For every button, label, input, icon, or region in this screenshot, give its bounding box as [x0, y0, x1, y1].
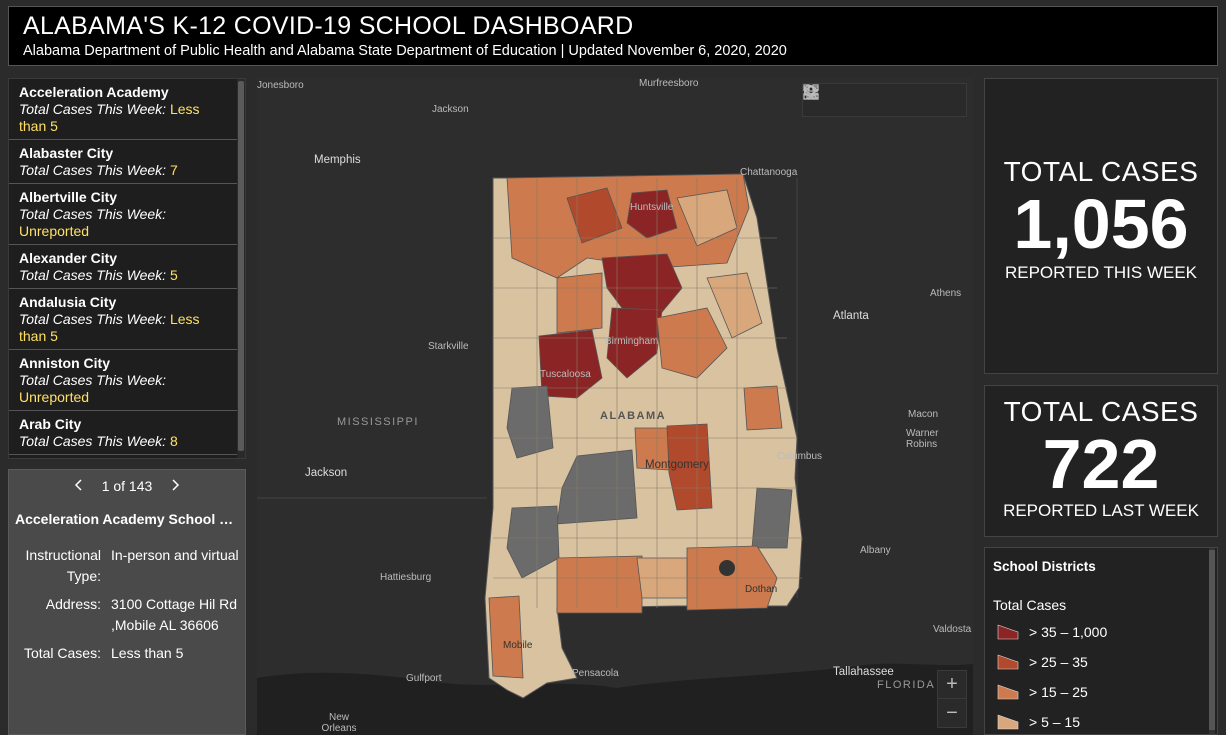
legend-item: > 25 – 35	[997, 654, 1088, 670]
map-toolbar	[802, 83, 967, 117]
legend-swatch	[997, 654, 1019, 670]
detail-panel: 1 of 143 Acceleration Academy School Di.…	[8, 469, 246, 735]
district-name: Andalusia City	[19, 294, 117, 310]
map-label-macon: Macon	[908, 409, 939, 420]
district-cases: Total Cases This Week: 8	[19, 433, 178, 449]
map-label-mississippi: MISSISSIPPI	[337, 416, 419, 428]
legend-swatch	[997, 714, 1019, 730]
legend-item: > 5 – 15	[997, 714, 1080, 730]
map-label-huntsville: Huntsville	[630, 202, 674, 213]
stat-label: TOTAL CASES	[1003, 156, 1199, 187]
legend-subtitle: Total Cases	[993, 597, 1067, 613]
district-cases: Total Cases This Week: 7	[19, 162, 178, 178]
legend-item: > 35 – 1,000	[997, 624, 1107, 640]
map-label-birmingham: Birmingham	[605, 336, 659, 347]
page-subtitle: Alabama Department of Public Health and …	[23, 43, 787, 59]
map-label-dothan: Dothan	[745, 584, 778, 595]
map-label-montgomery: Montgomery	[645, 459, 709, 471]
district-cases: Total Cases This Week: Less than 5	[19, 101, 200, 134]
map-legend: School Districts Total Cases > 35 – 1,00…	[984, 547, 1218, 735]
list-item[interactable]: Acceleration Academy Total Cases This We…	[9, 79, 239, 140]
instructional-type-field: Instructional Type: In-person and virtua…	[25, 547, 239, 584]
stat-this-week: TOTAL CASES 1,056 REPORTED THIS WEEK	[984, 78, 1218, 374]
stat-label: TOTAL CASES	[1003, 396, 1199, 427]
list-item[interactable]: Alabaster City Total Cases This Week: 7	[9, 140, 239, 184]
address-field: Address: 3100 Cottage Hil Rd ,Mobile AL …	[45, 596, 238, 633]
list-item[interactable]: Alexander City Total Cases This Week: 5	[9, 245, 239, 289]
stat-value: 1,056	[1013, 185, 1189, 263]
legend-item: > 15 – 25	[997, 684, 1088, 700]
zoom-out-button[interactable]: −	[946, 701, 958, 724]
map-label-starkville: Starkville	[428, 341, 469, 352]
list-icon[interactable]	[804, 86, 895, 111]
map-label-columbus: Columbus	[777, 451, 823, 462]
map-label-jonesboro: Jonesboro	[257, 80, 304, 91]
map-label-chattanooga: Chattanooga	[740, 167, 798, 178]
legend-swatch	[997, 624, 1019, 640]
list-item[interactable]: Arab City Total Cases This Week: 8	[9, 411, 239, 455]
district-cases: Total Cases This Week: Less than 5	[19, 311, 200, 344]
map-label-jackson-tn: Jackson	[432, 104, 469, 115]
stat-last-week: TOTAL CASES 722 REPORTED LAST WEEK	[984, 385, 1218, 537]
district-cases: Total Cases This Week: Unreported	[19, 206, 167, 239]
stat-sub: REPORTED LAST WEEK	[1003, 501, 1199, 520]
district-cases: Total Cases This Week: 5	[19, 267, 178, 283]
map-label-tallahassee: Tallahassee	[833, 666, 894, 678]
map-canvas	[257, 173, 973, 735]
pager-text: 1 of 143	[101, 478, 153, 494]
list-scrollbar[interactable]	[237, 79, 245, 458]
legend-scrollbar[interactable]	[1209, 548, 1215, 734]
map-label-new-orleans: New Orleans	[321, 712, 357, 734]
total-cases-field: Total Cases: Less than 5	[23, 645, 184, 661]
district-list: Acceleration Academy Total Cases This We…	[8, 78, 246, 459]
map-label-hattiesburg: Hattiesburg	[380, 572, 432, 583]
next-arrow-icon[interactable]	[172, 478, 180, 494]
district-cases: Total Cases This Week: Unreported	[19, 372, 167, 405]
map-label-warner-robins: Warner Robins	[906, 428, 939, 450]
basemap-gallery-icon[interactable]	[803, 84, 961, 111]
map-label-florida: FLORIDA	[877, 679, 936, 691]
map-label-albany: Albany	[860, 545, 891, 556]
map-label-gulfport: Gulfport	[406, 673, 442, 684]
district-name: Albertville City	[19, 189, 118, 205]
map-label-valdosta: Valdosta	[933, 624, 972, 635]
map-view[interactable]: Jonesboro Murfreesboro Jackson Memphis C…	[257, 78, 973, 735]
detail-title: Acceleration Academy School Di...	[15, 511, 243, 527]
district-name: Arab City	[19, 416, 82, 432]
legend-swatch	[997, 684, 1019, 700]
legend-title: School Districts	[993, 559, 1096, 574]
zoom-in-button[interactable]: +	[938, 671, 966, 699]
map-label-tuscaloosa: Tuscaloosa	[540, 369, 591, 380]
map-label-memphis: Memphis	[314, 154, 361, 166]
zoom-control: + −	[937, 670, 967, 728]
layers-icon[interactable]	[803, 85, 928, 111]
map-label-atlanta: Atlanta	[833, 310, 869, 322]
district-name: Alabaster City	[19, 145, 114, 161]
map-label-murfreesboro: Murfreesboro	[639, 78, 699, 89]
stat-sub: REPORTED THIS WEEK	[1004, 263, 1198, 282]
stat-value: 722	[1042, 425, 1160, 503]
district-name: Anniston City	[19, 355, 110, 371]
map-label-jackson-ms: Jackson	[305, 467, 348, 479]
list-item[interactable]: Albertville City Total Cases This Week: …	[9, 184, 239, 245]
map-label-pensacola: Pensacola	[572, 668, 619, 679]
pager: 1 of 143	[9, 478, 245, 494]
list-item[interactable]: Anniston City Total Cases This Week: Unr…	[9, 350, 239, 411]
map-label-mobile: Mobile	[503, 640, 533, 651]
dashboard-header: ALABAMA'S K-12 COVID-19 SCHOOL DASHBOARD…	[8, 6, 1218, 66]
home-icon[interactable]	[804, 85, 863, 111]
prev-arrow-icon[interactable]	[74, 478, 82, 494]
list-item[interactable]: Andalusia City Total Cases This Week: Le…	[9, 289, 239, 350]
district-name: Acceleration Academy	[19, 84, 169, 100]
map-label-alabama: ALABAMA	[600, 410, 667, 422]
page-title: ALABAMA'S K-12 COVID-19 SCHOOL DASHBOARD	[23, 12, 634, 40]
district-name: Alexander City	[19, 250, 118, 266]
map-label-athens: Athens	[930, 288, 962, 299]
